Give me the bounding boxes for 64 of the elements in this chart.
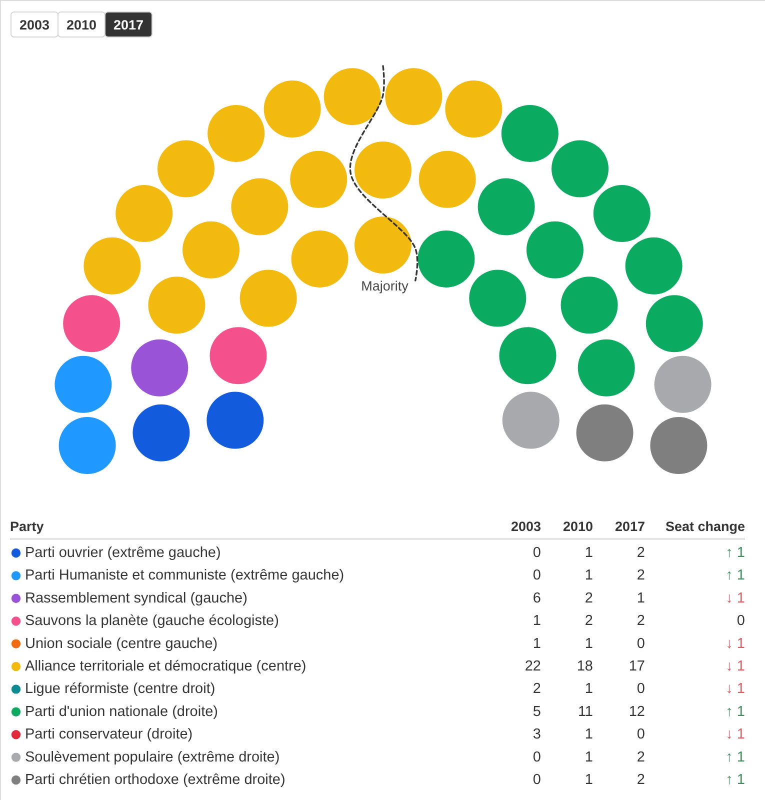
data-label: 12 <box>628 704 645 720</box>
data-label: 2 <box>584 590 593 606</box>
data-label: 0 <box>736 613 745 630</box>
data-label: 1 <box>584 681 593 698</box>
data-label: 3 <box>532 726 541 743</box>
data-label: 1 <box>636 590 645 606</box>
data-label: 2 <box>636 568 645 584</box>
data-label: 0 <box>532 772 541 788</box>
legend-label: 2010 <box>66 18 97 32</box>
data-label: 1 <box>584 636 593 652</box>
category-label: Parti chrétien orthodoxe (extrême droite) <box>25 772 286 788</box>
category-label: Soulèvement populaire (extrême droite) <box>25 749 280 766</box>
data-label: 0 <box>532 749 541 766</box>
data-label: 0 <box>532 568 541 584</box>
data-label: ↓ 1 <box>726 636 745 652</box>
data-label: 2 <box>584 613 593 630</box>
data-label: 1 <box>584 568 593 584</box>
data-label: 0 <box>636 681 645 698</box>
data-label: ↑ 1 <box>726 704 745 720</box>
text: Majority <box>361 278 409 294</box>
data-label: 1 <box>584 749 593 766</box>
data-label: ↓ 1 <box>726 681 745 698</box>
data-label: 2 <box>636 613 645 630</box>
data-label: 1 <box>532 613 541 630</box>
data-label: 1 <box>532 636 541 652</box>
data-label: ↑ 1 <box>726 545 745 561</box>
data-label: 17 <box>628 658 645 674</box>
text: 2017 <box>614 519 645 534</box>
data-label: 0 <box>532 545 541 561</box>
data-label: 18 <box>576 658 593 674</box>
data-label: ↑ 1 <box>726 772 745 788</box>
category-label: Parti ouvrier (extrême gauche) <box>25 545 221 561</box>
data-label: 5 <box>532 704 541 720</box>
category-label: Sauvons la planète (gauche écologiste) <box>25 613 279 630</box>
data-label: 2 <box>636 545 645 561</box>
data-label: 1 <box>584 726 593 743</box>
category-label: Rassemblement syndical (gauche) <box>25 590 248 606</box>
data-label: 1 <box>584 772 593 788</box>
data-label: 2 <box>532 681 541 698</box>
data-label: 0 <box>636 726 645 743</box>
data-label: 1 <box>584 545 593 561</box>
data-label: ↑ 1 <box>726 749 745 766</box>
data-label: ↓ 1 <box>726 658 745 674</box>
data-label: 2 <box>636 749 645 766</box>
category-label: Parti d'union nationale (droite) <box>25 704 218 720</box>
data-label: ↓ 1 <box>726 590 745 606</box>
data-label: 11 <box>578 704 593 720</box>
data-label: 6 <box>532 590 541 606</box>
data-label: 2 <box>636 772 645 788</box>
text: 2003 <box>19 18 50 32</box>
text: Seat change <box>665 519 746 534</box>
category-label: Alliance territoriale et démocratique (centre) <box>25 658 306 674</box>
category-label: Union sociale (centre gauche) <box>25 636 218 652</box>
text: 2010 <box>562 519 593 534</box>
category-label: Ligue réformiste (centre droit) <box>25 681 216 698</box>
data-label: ↓ 1 <box>726 726 745 743</box>
data-label: 0 <box>636 636 645 652</box>
legend-label: 2017 <box>113 18 144 32</box>
category-label: Parti Humaniste et communiste (extrême gauche) <box>25 568 344 584</box>
legend-title: Party <box>10 519 44 534</box>
category-label: Parti conservateur (droite) <box>25 726 193 743</box>
data-label: ↑ 1 <box>726 568 745 584</box>
data-label: 22 <box>524 658 541 674</box>
text: 2003 <box>510 519 541 534</box>
